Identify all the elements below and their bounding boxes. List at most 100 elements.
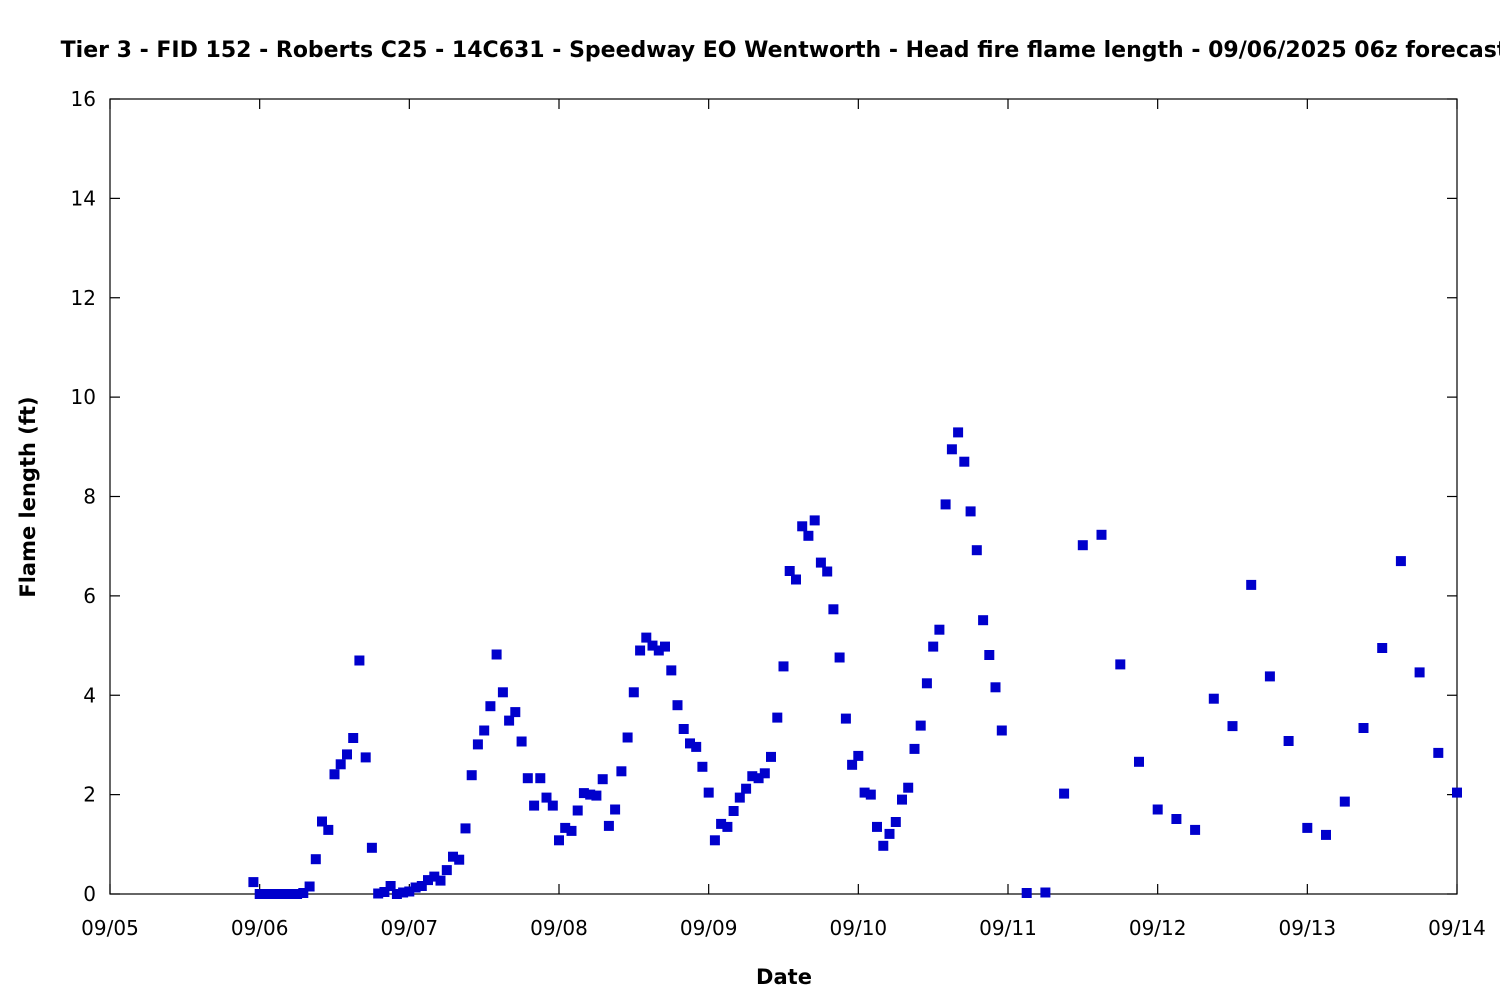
data-point [260,889,271,899]
data-point [479,725,490,736]
data-point [441,865,452,876]
data-point [423,875,433,886]
data-point [1190,824,1201,835]
data-point [391,889,402,899]
data-point [578,788,589,799]
data-point [791,574,801,585]
data-point [1096,529,1107,540]
data-point [1134,756,1144,767]
data-point [385,881,396,891]
data-point [1264,671,1275,682]
data-point [348,733,359,743]
data-point [965,506,976,517]
data-point [953,427,964,438]
plot-frame [109,98,1458,895]
data-point [404,886,415,897]
data-point [666,665,677,676]
data-point [915,720,926,731]
data-point [847,759,858,770]
data-point [510,707,521,718]
data-point [741,783,752,794]
data-point [317,816,327,827]
data-point [585,789,596,800]
data-point [809,515,820,526]
x-tick-label: 09/09 [680,916,738,940]
data-point [647,640,658,651]
data-point [329,769,340,780]
data-point [878,840,889,851]
y-tick-label: 12 [71,286,96,310]
x-tick-label: 09/07 [381,916,439,940]
data-point [628,687,639,698]
data-point [940,499,951,510]
data-point [285,889,296,899]
data-point [1152,804,1163,815]
data-point [616,766,627,777]
data-point [884,828,895,839]
data-point [1321,829,1331,840]
data-point [1452,787,1462,798]
data-point [379,887,390,897]
x-tick-label: 09/06 [231,916,289,940]
data-point [996,725,1007,736]
data-point [1339,796,1350,807]
data-point [522,773,533,784]
data-point [342,749,352,760]
data-point [1302,822,1313,833]
data-point [416,881,427,891]
data-point [1414,667,1425,678]
data-point [822,566,833,577]
data-point [840,713,851,724]
data-point [292,889,303,899]
data-point [734,792,745,803]
data-point [304,881,315,892]
data-point [572,805,583,816]
y-tick-label: 14 [71,186,96,210]
data-point [360,752,371,763]
data-point [603,820,614,831]
data-point [990,682,1001,693]
data-point [709,835,720,846]
y-tick-label: 4 [83,683,96,707]
data-point [635,645,646,656]
data-point [254,889,265,899]
data-point [610,804,621,815]
data-point [516,736,527,747]
data-point [653,645,664,656]
data-point [1171,814,1182,824]
data-point [959,456,970,467]
data-point [921,678,932,689]
data-point [784,566,795,576]
data-point [685,738,695,749]
data-point [971,545,982,556]
data-point [1246,579,1257,590]
data-point [778,661,789,672]
data-point [660,641,670,652]
data-point [435,875,446,886]
data-point [398,887,409,898]
data-point [716,818,727,829]
y-tick-label: 16 [71,87,96,111]
data-point [1395,556,1406,567]
data-point [554,835,564,846]
data-point [1208,693,1219,704]
data-point [273,889,284,899]
data-point [466,770,477,781]
data-point [1377,643,1388,653]
data-point [797,521,808,532]
data-point [535,773,546,784]
data-point [622,732,633,743]
data-point [448,851,458,862]
data-point [1077,540,1088,551]
data-point [529,800,540,811]
data-point [872,821,882,832]
data-point [946,444,957,455]
x-axis-label: Date [756,965,812,989]
data-point [1040,887,1051,898]
y-axis-label: Flame length (ft) [16,396,40,597]
data-point [366,842,377,853]
data-point [722,821,733,832]
data-point [772,712,783,723]
chart-title: Tier 3 - FID 152 - Roberts C25 - 14C631 … [61,38,1500,63]
data-point [747,771,758,782]
